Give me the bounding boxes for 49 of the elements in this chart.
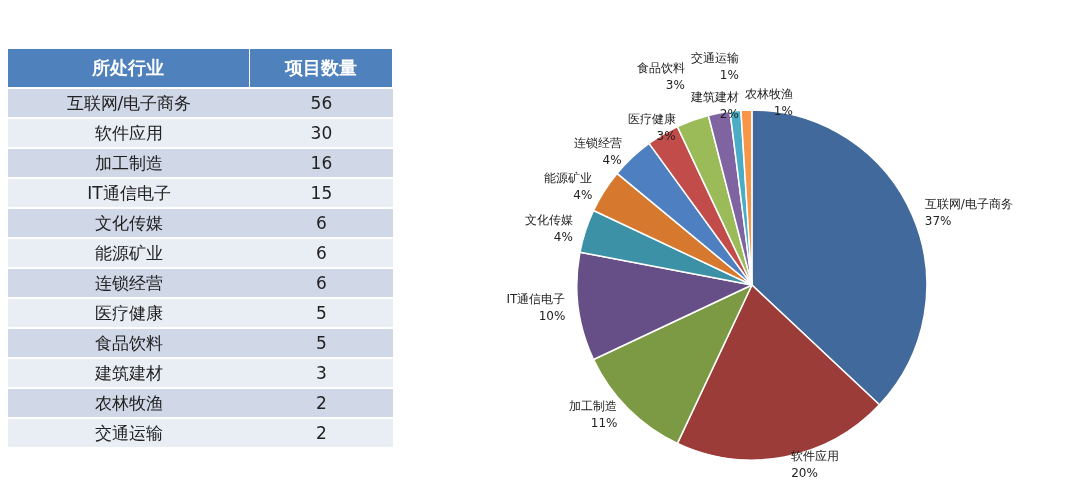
data-label: 6	[249, 209, 393, 237]
slice-label: 连锁经营	[573, 136, 622, 151]
data-label: 15	[249, 179, 393, 207]
slice-label: 互联网/电子商务	[924, 196, 1013, 211]
category-label: 食品饮料	[8, 329, 250, 357]
data-label: 11%	[590, 415, 618, 430]
data-label: 3	[249, 359, 393, 387]
category-label: 交通运输	[8, 419, 250, 447]
data-label: 16	[249, 149, 393, 177]
data-label: 6	[249, 269, 393, 297]
slice-label: 能源矿业	[544, 171, 593, 186]
data-label: 1%	[719, 68, 739, 83]
data-label: 4%	[553, 229, 573, 244]
data-label: 30	[249, 119, 393, 147]
text: 所处行业	[8, 49, 250, 87]
slice-label: 医疗健康	[627, 111, 676, 126]
data-label: 5	[249, 299, 393, 327]
slice-label: 加工制造	[569, 398, 618, 413]
slice-label: 软件应用	[791, 449, 840, 464]
data-label: 4%	[602, 153, 622, 168]
data-label: 20%	[791, 466, 818, 481]
slice-label: 建筑建材	[689, 89, 739, 104]
data-label: 5	[249, 329, 393, 357]
slice-label: 交通运输	[690, 51, 739, 66]
category-label: 医疗健康	[8, 299, 250, 327]
category-label: 软件应用	[8, 119, 250, 147]
category-label: 互联网/电子商务	[8, 89, 250, 117]
slice-label: 食品饮料	[636, 61, 685, 76]
slice-label: IT通信电子	[506, 292, 566, 307]
category-label: 连锁经营	[8, 269, 250, 297]
data-label: 56	[249, 89, 393, 117]
category-label: 能源矿业	[8, 239, 250, 267]
data-label: 6	[249, 239, 393, 267]
text: 项目数量	[249, 49, 393, 87]
category-label: 文化传媒	[8, 209, 250, 237]
category-label: 建筑建材	[8, 359, 250, 387]
slice-label: 农林牧渔	[744, 86, 793, 101]
data-label: 4%	[573, 188, 593, 203]
data-label: 3%	[656, 128, 676, 143]
data-label: 1%	[773, 103, 793, 118]
data-label: 2	[249, 389, 393, 417]
category-label: 加工制造	[8, 149, 250, 177]
data-label: 10%	[538, 309, 566, 324]
data-label: 2	[249, 419, 393, 447]
slice-label: 文化传媒	[524, 212, 573, 227]
data-label: 3%	[665, 78, 685, 93]
category-label: 农林牧渔	[8, 389, 250, 417]
category-label: IT通信电子	[8, 179, 250, 207]
data-label: 37%	[924, 213, 952, 228]
